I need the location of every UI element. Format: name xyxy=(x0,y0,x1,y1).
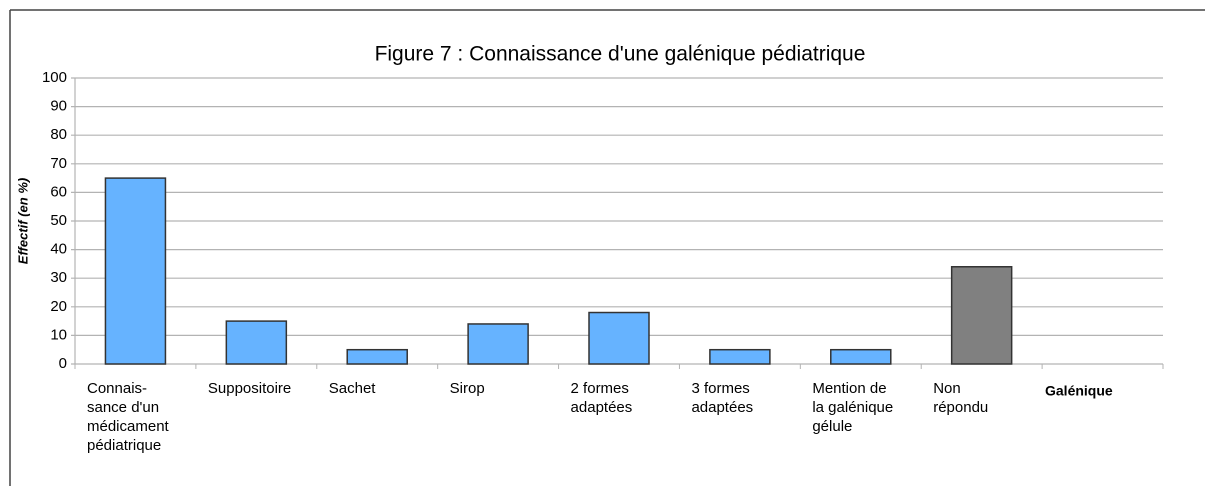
y-tick-label: 50 xyxy=(50,212,67,229)
x-tick-label: Mention de la galénique gélule xyxy=(812,380,894,435)
bar xyxy=(950,266,1013,365)
bar xyxy=(588,311,650,365)
x-tick-label: 3 formes adaptées xyxy=(691,380,754,416)
bar xyxy=(467,323,529,365)
bar xyxy=(104,177,167,365)
y-tick-label: 90 xyxy=(50,98,67,115)
x-tick-label: Non répondu xyxy=(933,380,989,416)
y-tick-label: 80 xyxy=(50,126,67,143)
y-tick-label: 40 xyxy=(50,241,67,258)
x-tick-label: Connais- sance d'un médicament pédiatriq… xyxy=(87,380,169,454)
y-tick-label: 20 xyxy=(50,298,67,315)
y-tick-label: 70 xyxy=(50,155,67,172)
x-tick-label: Suppositoire xyxy=(207,380,292,397)
y-tick-label: 60 xyxy=(50,183,67,200)
x-tick-label: Sirop xyxy=(449,380,485,397)
bar xyxy=(709,348,771,365)
x-tick-label: Sachet xyxy=(328,380,376,397)
bar xyxy=(346,348,408,365)
x-tick-label: 2 formes adaptées xyxy=(570,380,633,416)
x-axis-label: Galénique xyxy=(1045,383,1113,399)
y-tick-label: 30 xyxy=(50,269,67,286)
y-tick-label: 0 xyxy=(59,355,67,372)
bar xyxy=(830,348,892,365)
y-tick-label: 10 xyxy=(50,326,67,343)
bar xyxy=(225,320,288,365)
y-axis-label: Effectif (en %) xyxy=(15,178,30,264)
y-tick-label: 100 xyxy=(42,69,67,86)
chart-title: Figure 7 : Connaissance d'une galénique … xyxy=(375,43,866,66)
